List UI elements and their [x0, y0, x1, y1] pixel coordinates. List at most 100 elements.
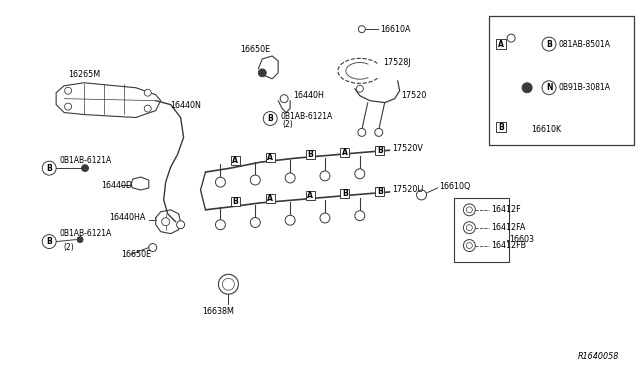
Text: 16412FB: 16412FB — [492, 241, 526, 250]
FancyBboxPatch shape — [305, 150, 314, 159]
Circle shape — [285, 215, 295, 225]
Text: 0B1AB-6121A: 0B1AB-6121A — [280, 112, 332, 121]
Circle shape — [250, 218, 260, 227]
Text: 0B1AB-6121A: 0B1AB-6121A — [59, 229, 111, 238]
Text: 16610A: 16610A — [380, 25, 410, 34]
Text: B: B — [342, 189, 348, 198]
FancyBboxPatch shape — [266, 153, 275, 162]
Text: 17520V: 17520V — [392, 144, 422, 153]
Text: B: B — [377, 187, 383, 196]
Text: N: N — [546, 83, 552, 92]
Text: 081AB-8501A: 081AB-8501A — [559, 39, 611, 49]
Text: 16610Q: 16610Q — [440, 182, 471, 190]
Text: 17520: 17520 — [402, 91, 427, 100]
Text: (2): (2) — [282, 120, 293, 129]
Circle shape — [65, 87, 72, 94]
Circle shape — [320, 213, 330, 223]
Circle shape — [216, 177, 225, 187]
Text: R1640058: R1640058 — [577, 352, 619, 361]
Circle shape — [218, 274, 238, 294]
Text: B: B — [546, 39, 552, 49]
Circle shape — [148, 244, 157, 251]
Text: B: B — [46, 164, 52, 173]
Circle shape — [216, 220, 225, 230]
FancyBboxPatch shape — [231, 198, 240, 206]
Circle shape — [280, 95, 288, 103]
FancyBboxPatch shape — [340, 148, 349, 157]
Circle shape — [144, 89, 151, 96]
FancyBboxPatch shape — [489, 16, 634, 145]
FancyBboxPatch shape — [305, 192, 314, 201]
FancyBboxPatch shape — [454, 198, 509, 262]
Circle shape — [467, 225, 472, 231]
Circle shape — [463, 222, 476, 234]
Text: 16440H: 16440H — [293, 91, 324, 100]
Text: B: B — [268, 114, 273, 123]
Circle shape — [375, 128, 383, 137]
FancyBboxPatch shape — [496, 39, 506, 49]
Text: 17528J: 17528J — [383, 58, 410, 67]
FancyBboxPatch shape — [375, 187, 384, 196]
Text: 16412F: 16412F — [492, 205, 521, 214]
Circle shape — [263, 112, 277, 125]
Text: 0B1AB-6121A: 0B1AB-6121A — [59, 156, 111, 165]
Circle shape — [259, 69, 266, 77]
Text: 16440D: 16440D — [101, 180, 132, 189]
Circle shape — [463, 240, 476, 251]
FancyBboxPatch shape — [231, 156, 240, 165]
Circle shape — [542, 81, 556, 95]
Text: 16440N: 16440N — [171, 101, 202, 110]
FancyBboxPatch shape — [340, 189, 349, 198]
Text: A: A — [342, 148, 348, 157]
Text: 16650E: 16650E — [240, 45, 270, 54]
Circle shape — [250, 175, 260, 185]
Text: 16440HA: 16440HA — [109, 213, 145, 222]
Text: B: B — [232, 198, 238, 206]
Circle shape — [77, 237, 83, 243]
Text: 16610K: 16610K — [531, 125, 561, 134]
Circle shape — [358, 26, 365, 33]
Circle shape — [467, 207, 472, 213]
FancyBboxPatch shape — [266, 195, 275, 203]
Circle shape — [355, 211, 365, 221]
Circle shape — [417, 190, 426, 200]
Circle shape — [42, 235, 56, 248]
Text: A: A — [268, 153, 273, 162]
Circle shape — [162, 218, 170, 226]
Text: (2): (2) — [63, 243, 74, 252]
Circle shape — [144, 105, 151, 112]
Circle shape — [65, 103, 72, 110]
Polygon shape — [56, 83, 161, 118]
Text: 16638M: 16638M — [202, 307, 234, 315]
Text: 16412FA: 16412FA — [492, 223, 525, 232]
Circle shape — [522, 83, 532, 93]
Text: A: A — [499, 39, 504, 49]
FancyBboxPatch shape — [375, 146, 384, 155]
Text: A: A — [268, 195, 273, 203]
Text: B: B — [377, 146, 383, 155]
Text: B: B — [307, 150, 313, 159]
Text: 0B91B-3081A: 0B91B-3081A — [559, 83, 611, 92]
Text: B: B — [46, 237, 52, 246]
Text: 16603: 16603 — [509, 235, 534, 244]
Text: 17520U: 17520U — [392, 186, 423, 195]
Text: 16265M: 16265M — [68, 70, 100, 79]
Circle shape — [467, 243, 472, 248]
Circle shape — [81, 165, 88, 171]
Circle shape — [285, 173, 295, 183]
Circle shape — [320, 171, 330, 181]
Text: B: B — [499, 123, 504, 132]
Circle shape — [42, 161, 56, 175]
Text: A: A — [232, 156, 238, 165]
FancyBboxPatch shape — [496, 122, 506, 132]
Circle shape — [463, 204, 476, 216]
Text: A: A — [307, 192, 313, 201]
Circle shape — [542, 37, 556, 51]
Text: 16650E: 16650E — [121, 250, 151, 259]
Circle shape — [177, 221, 184, 229]
Circle shape — [358, 128, 366, 137]
Circle shape — [356, 85, 364, 92]
Circle shape — [507, 34, 515, 42]
Circle shape — [355, 169, 365, 179]
Circle shape — [223, 278, 234, 290]
